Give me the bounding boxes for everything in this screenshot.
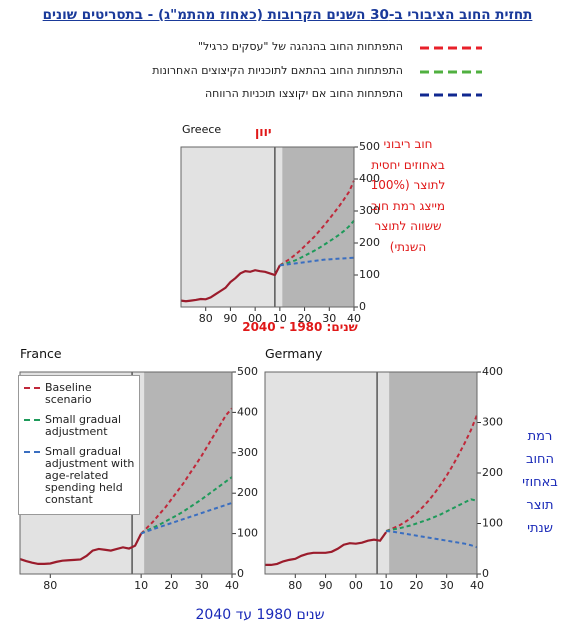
legend-swatch [24, 451, 40, 453]
axis-note: רמת החוב באחוזי תוצר שנתי [510, 425, 570, 540]
y-tick-label: 400 [359, 172, 380, 185]
x-tick-label: 30 [440, 579, 454, 592]
series-line [19, 533, 143, 565]
series-line [279, 180, 355, 267]
x-tick-label: 90 [319, 579, 333, 592]
y-tick-label: 100 [359, 268, 380, 281]
y-tick-label: 300 [482, 416, 503, 429]
series-line [385, 414, 478, 533]
y-tick-label: 200 [482, 466, 503, 479]
legend-label: התפתחות החוב אם יקוצצו תוכניות הרווחה [205, 87, 403, 100]
chart-subtitle: יוון [255, 124, 272, 139]
legend-swatch [24, 419, 40, 421]
y-tick-label: 100 [482, 517, 503, 530]
note-line: רמת [527, 429, 553, 444]
note-line: ששווה לתוצר [374, 219, 442, 233]
plot-frame [180, 146, 355, 308]
x-tick-label: 20 [298, 312, 312, 325]
x-tick-label: 20 [409, 579, 423, 592]
x-tick-label: 40 [225, 579, 239, 592]
projection-shade [389, 372, 477, 574]
x-tick-label: 10 [134, 579, 148, 592]
y-tick-label: 0 [359, 300, 366, 313]
series-line [279, 219, 355, 267]
years-note: שנים: 1980 - 2040 [242, 320, 358, 334]
x-tick-label: 80 [43, 579, 57, 592]
chart-legend: Baseline scenario Small gradual adjustmen… [18, 375, 140, 515]
series-line [279, 256, 355, 267]
series-line [385, 498, 478, 533]
y-tick-label: 400 [482, 365, 503, 378]
y-tick-label: 500 [237, 365, 258, 378]
x-tick-label: 00 [248, 312, 262, 325]
y-tick-label: 0 [482, 567, 489, 580]
series-line [180, 264, 281, 303]
x-tick-label: 90 [223, 312, 237, 325]
series-line [140, 476, 233, 535]
note-line: חוב ריבוני [383, 137, 433, 151]
series-line [140, 407, 233, 535]
x-tick-label: 40 [347, 312, 361, 325]
x-tick-label: 20 [164, 579, 178, 592]
note-line: באחוזי [522, 475, 558, 490]
x-tick-label: 10 [273, 312, 287, 325]
y-tick-label: 300 [359, 204, 380, 217]
legend-label: Small gradual adjustment [45, 413, 122, 438]
note-line: באחוזים יחסית [371, 157, 445, 172]
y-tick-label: 400 [237, 405, 258, 418]
y-tick-label: 200 [237, 486, 258, 499]
legend-label: Baseline scenario [45, 381, 92, 406]
legend-label: Small gradual adjustment with age-relate… [45, 445, 135, 506]
note-line: שנתי [527, 521, 553, 536]
axis-note: חוב ריבוני באחוזים יחסית לתוצר (100% מייצג … [360, 134, 456, 257]
note-line: החוב [525, 452, 555, 467]
projection-shade [282, 147, 354, 307]
x-tick-label: 10 [379, 579, 393, 592]
years-note: שנים 1980 עד 2040 [195, 607, 325, 623]
note-line: לתוצר (100% [370, 178, 446, 192]
legend-label: התפתחות החוב בהתאם לתוכניות הקיצוצים האח… [152, 64, 403, 77]
y-tick-label: 0 [237, 567, 244, 580]
legend-swatch [24, 387, 40, 389]
y-tick-label: 100 [237, 527, 258, 540]
x-tick-label: 30 [195, 579, 209, 592]
x-tick-label: 80 [199, 312, 213, 325]
x-tick-label: 30 [322, 312, 336, 325]
y-tick-label: 300 [237, 446, 258, 459]
chart-title: Germany [265, 346, 323, 361]
series-line [386, 530, 478, 549]
series-line [140, 501, 233, 535]
x-tick-label: 00 [349, 579, 363, 592]
y-tick-label: 200 [359, 236, 380, 249]
series-line [265, 531, 388, 567]
y-tick-label: 500 [359, 140, 380, 153]
note-line: תוצר [526, 498, 554, 513]
plot-frame [264, 371, 478, 575]
note-line: מייצג רמת חוב [370, 198, 446, 213]
page-title: תחזית החוב הציבורי ב-30 השנים הקרובות (כ… [42, 7, 533, 23]
chart-title: France [20, 346, 62, 361]
projection-shade [144, 372, 232, 574]
note-line: השנתי) [389, 239, 427, 254]
x-tick-label: 80 [288, 579, 302, 592]
chart-title: Greece [182, 123, 222, 136]
x-tick-label: 40 [470, 579, 484, 592]
legend-label: התפתחות החוב בהנהגה של "עסקים כרגיל" [197, 40, 403, 53]
